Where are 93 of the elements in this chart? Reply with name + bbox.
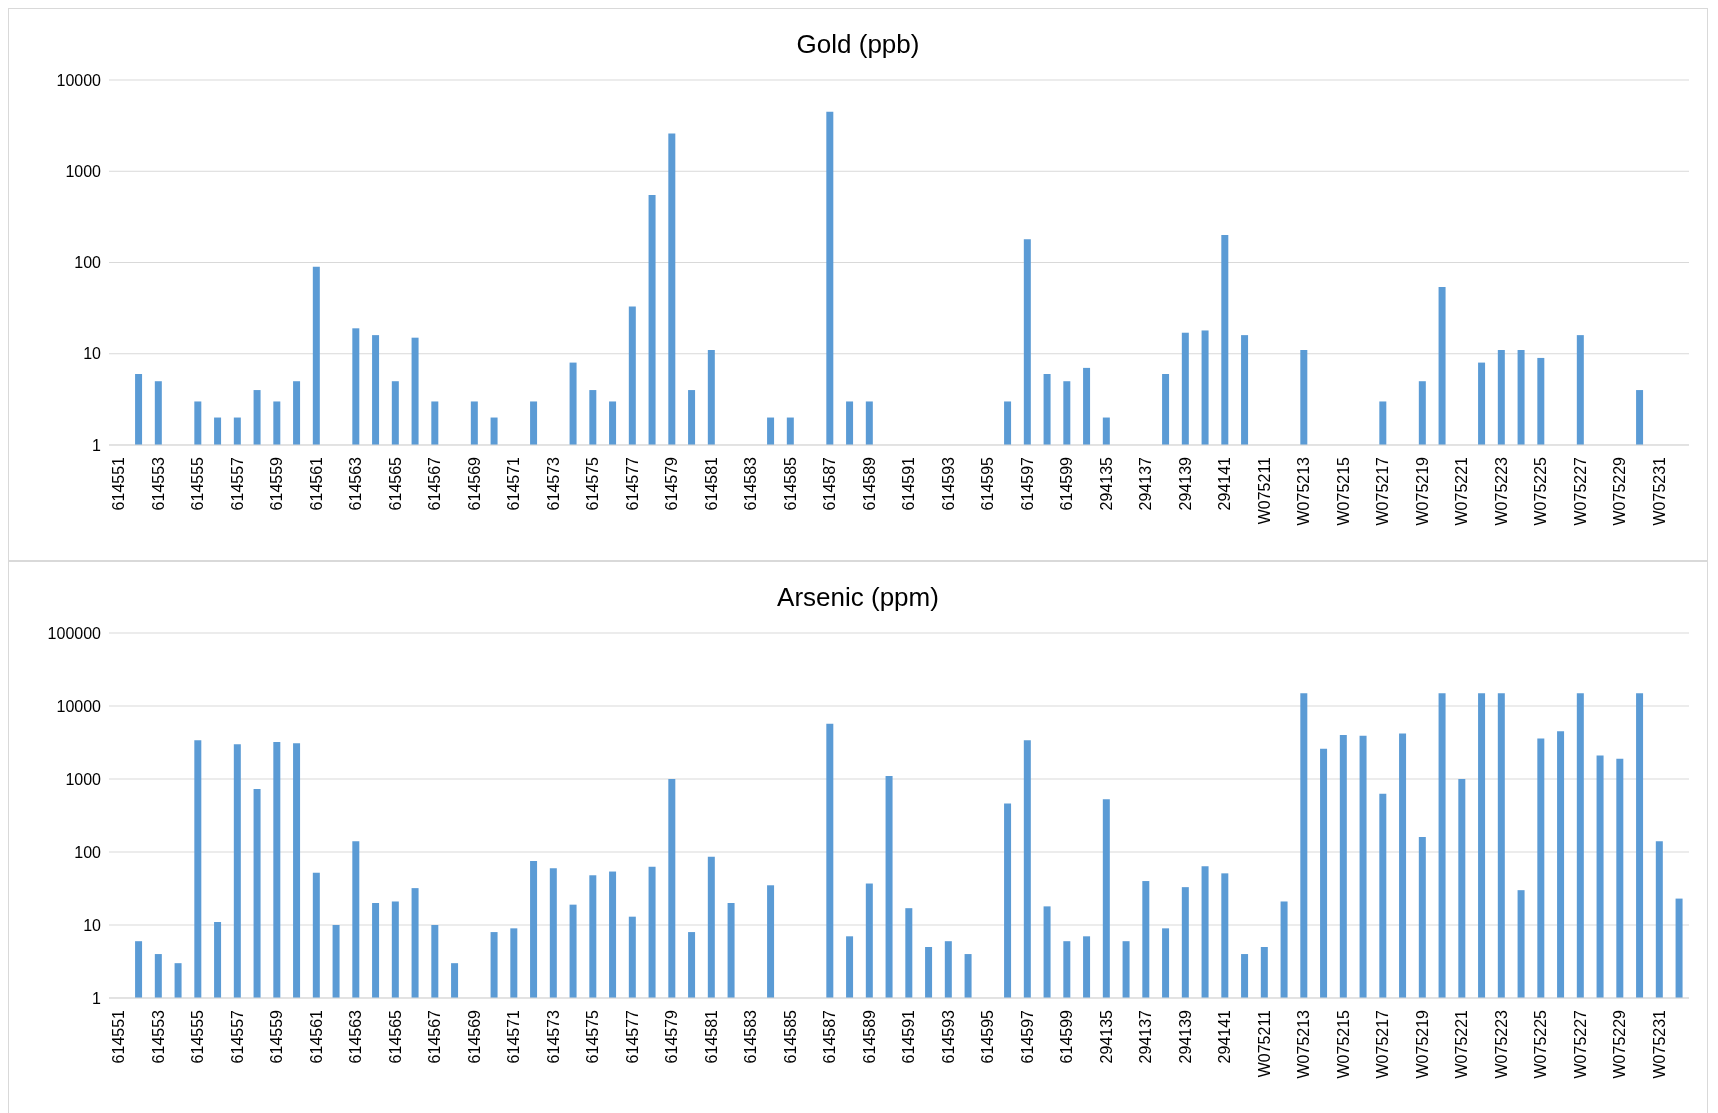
x-tick-label: 614589 xyxy=(860,456,878,511)
x-tick-label: 614575 xyxy=(584,456,602,511)
chart-title: Arsenic (ppm) xyxy=(776,581,940,613)
x-tick-label: 614571 xyxy=(505,1009,523,1064)
x-tick-label: 294139 xyxy=(1176,1009,1194,1064)
x-tick-label: 614565 xyxy=(386,456,404,511)
x-tick-label: W075227 xyxy=(1571,1009,1589,1079)
x-tick-label: 614567 xyxy=(426,1009,444,1064)
x-tick-label: 614557 xyxy=(228,456,246,511)
x-tick-label: 614599 xyxy=(1058,1009,1076,1064)
x-tick-label: 614599 xyxy=(1058,456,1076,511)
x-tick-label: W075211 xyxy=(1255,1009,1273,1078)
x-tick-label: 614587 xyxy=(821,456,839,511)
x-tick-label: 614597 xyxy=(1018,456,1036,511)
chart-title: Gold (ppb) xyxy=(795,28,921,60)
x-tick-label: W075215 xyxy=(1334,456,1352,526)
x-tick-label: W075227 xyxy=(1571,456,1589,526)
y-tick-label: 1000 xyxy=(65,770,102,788)
x-tick-label: 614563 xyxy=(347,1009,365,1064)
y-tick-label: 100 xyxy=(74,254,102,272)
x-tick-label: W075217 xyxy=(1374,456,1392,526)
x-tick-label: 614579 xyxy=(663,456,681,511)
x-tick-label: 614591 xyxy=(900,1009,918,1064)
x-tick-label: 614555 xyxy=(189,456,207,511)
x-tick-label: 614589 xyxy=(860,1009,878,1064)
x-tick-label: W075219 xyxy=(1413,1009,1431,1079)
x-tick-label: 614583 xyxy=(742,456,760,511)
x-tick-label: 614573 xyxy=(544,1009,562,1064)
x-tick-label: W075217 xyxy=(1374,1009,1392,1079)
x-tick-label: 614561 xyxy=(307,456,325,511)
x-tick-label: 294135 xyxy=(1097,1009,1115,1064)
x-tick-label: W075223 xyxy=(1492,1009,1510,1079)
x-tick-label: W075211 xyxy=(1255,456,1273,525)
x-tick-label: 614553 xyxy=(149,456,167,511)
x-tick-label: 614597 xyxy=(1018,1009,1036,1064)
x-tick-label: 614593 xyxy=(939,1009,957,1064)
x-tick-label: W075225 xyxy=(1532,1009,1550,1079)
x-tick-label: 614559 xyxy=(268,456,286,511)
x-tick-label: W075221 xyxy=(1453,1009,1471,1079)
x-tick-label: W075229 xyxy=(1611,1009,1629,1079)
y-tick-label: 1000 xyxy=(65,162,102,180)
x-tick-label: 614551 xyxy=(110,1009,128,1064)
x-tick-label: 614559 xyxy=(268,1009,286,1064)
x-tick-label: W075223 xyxy=(1492,456,1510,526)
x-tick-label: 614583 xyxy=(742,1009,760,1064)
x-tick-label: W075219 xyxy=(1413,456,1431,526)
x-tick-label: W075213 xyxy=(1295,1009,1313,1079)
x-tick-label: W075231 xyxy=(1650,456,1668,526)
x-tick-label: 614561 xyxy=(307,1009,325,1064)
x-tick-label: 294139 xyxy=(1176,456,1194,511)
x-tick-label: 614593 xyxy=(939,456,957,511)
x-tick-label: 614587 xyxy=(821,1009,839,1064)
y-tick-label: 100000 xyxy=(47,624,102,642)
x-tick-label: 614591 xyxy=(900,456,918,511)
x-tick-label: 614569 xyxy=(465,1009,483,1064)
y-tick-label: 10000 xyxy=(56,71,102,89)
y-tick-label: 1 xyxy=(92,436,102,454)
x-tick-label: W075215 xyxy=(1334,1009,1352,1079)
x-tick-label: 614571 xyxy=(505,456,523,511)
x-tick-label: 614569 xyxy=(465,456,483,511)
x-tick-label: 614585 xyxy=(781,1009,799,1064)
x-tick-label: 614573 xyxy=(544,456,562,511)
x-tick-label: 614595 xyxy=(979,1009,997,1064)
x-tick-label: W075231 xyxy=(1650,1009,1668,1079)
x-tick-label: 294135 xyxy=(1097,456,1115,511)
x-tick-label: 614551 xyxy=(110,456,128,511)
x-tick-label: 294137 xyxy=(1137,1009,1155,1064)
x-tick-label: 294141 xyxy=(1216,1009,1234,1064)
x-tick-label: 614565 xyxy=(386,1009,404,1064)
y-tick-label: 1 xyxy=(92,989,102,1007)
x-tick-label: 614585 xyxy=(781,456,799,511)
x-tick-label: 614575 xyxy=(584,1009,602,1064)
x-tick-label: W075225 xyxy=(1532,456,1550,526)
x-tick-label: 614555 xyxy=(189,1009,207,1064)
x-tick-label: 614581 xyxy=(702,456,720,511)
x-tick-label: 614553 xyxy=(149,1009,167,1064)
y-tick-label: 10 xyxy=(83,345,102,363)
y-tick-label: 10 xyxy=(83,916,102,934)
x-tick-label: W075229 xyxy=(1611,456,1629,526)
x-tick-label: 614567 xyxy=(426,456,444,511)
y-tick-label: 10000 xyxy=(56,697,102,715)
x-tick-label: 614577 xyxy=(623,456,641,511)
y-tick-label: 100 xyxy=(74,843,102,861)
x-tick-label: 294137 xyxy=(1137,456,1155,511)
x-tick-label: 614577 xyxy=(623,1009,641,1064)
x-tick-label: 294141 xyxy=(1216,456,1234,511)
x-tick-label: 614563 xyxy=(347,456,365,511)
x-tick-label: 614581 xyxy=(702,1009,720,1064)
x-tick-label: W075221 xyxy=(1453,456,1471,526)
x-tick-label: W075213 xyxy=(1295,456,1313,526)
x-tick-label: 614557 xyxy=(228,1009,246,1064)
x-tick-label: 614579 xyxy=(663,1009,681,1064)
x-tick-label: 614595 xyxy=(979,456,997,511)
